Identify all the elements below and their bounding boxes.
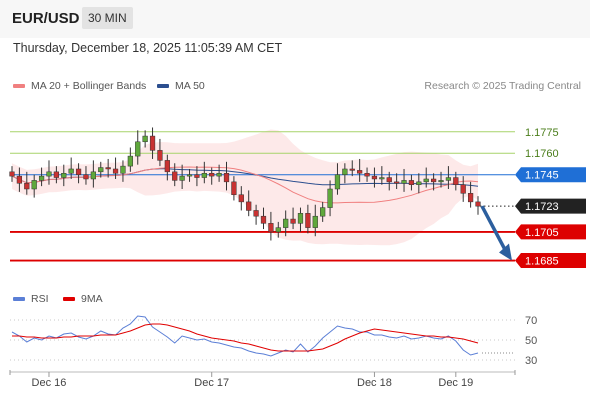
- x-tick-label: Dec 17: [194, 377, 229, 389]
- level-label-1.1723: 1.1723: [525, 201, 559, 213]
- candle-body: [106, 168, 111, 169]
- candle-body: [84, 175, 89, 179]
- candle-body: [335, 175, 340, 189]
- forecast-arrow-head: [499, 244, 512, 261]
- candle-body: [121, 166, 126, 173]
- candle-body: [416, 182, 421, 185]
- rsi-tick-70: 70: [525, 315, 537, 327]
- x-tick-label: Dec 16: [32, 377, 67, 389]
- candle-body: [291, 219, 296, 223]
- level-label-1.1745: 1.1745: [525, 170, 559, 182]
- candle-body: [54, 172, 59, 178]
- candle-body: [446, 178, 451, 181]
- candle-body: [328, 189, 333, 208]
- candle-body: [350, 169, 355, 170]
- candle-body: [246, 202, 251, 211]
- candle-body: [202, 173, 207, 177]
- candle-body: [261, 216, 266, 223]
- level-label-1.1705: 1.1705: [525, 227, 559, 239]
- x-tick-label: Dec 19: [438, 377, 473, 389]
- candle-body: [402, 180, 407, 183]
- candle-body: [283, 219, 288, 228]
- candle-body: [453, 178, 458, 185]
- candle-body: [394, 182, 399, 183]
- candle-body: [298, 213, 303, 223]
- candle-body: [187, 175, 192, 176]
- candle-body: [372, 176, 377, 179]
- candle-body: [47, 172, 52, 176]
- candle-body: [461, 185, 466, 194]
- candle-body: [32, 180, 37, 189]
- level-label-1.1685: 1.1685: [525, 256, 559, 268]
- candle-body: [17, 176, 22, 183]
- candle-body: [306, 213, 311, 227]
- bollinger-band: [12, 130, 478, 246]
- candle-body: [24, 183, 29, 189]
- candle-body: [313, 216, 318, 227]
- candle-body: [180, 176, 185, 180]
- candle-body: [165, 160, 170, 171]
- candle-body: [150, 136, 155, 150]
- candle-body: [232, 182, 237, 195]
- candle-body: [409, 180, 414, 184]
- candle-body: [254, 210, 259, 216]
- forecast-arrow-shaft: [482, 206, 506, 251]
- candle-body: [128, 156, 133, 166]
- rsi-tick-50: 50: [525, 335, 537, 347]
- candle-body: [357, 170, 362, 173]
- candle-body: [69, 169, 74, 173]
- rsi-tick-30: 30: [525, 355, 537, 367]
- candle-body: [61, 173, 66, 177]
- candle-body: [387, 178, 392, 182]
- candle-body: [468, 193, 473, 202]
- candle-body: [39, 176, 44, 180]
- candle-body: [76, 169, 81, 175]
- candle-body: [224, 173, 229, 182]
- candle-body: [91, 172, 96, 179]
- candle-body: [439, 180, 444, 181]
- level-label-1.1775: 1.1775: [525, 127, 559, 139]
- candle-body: [276, 228, 281, 232]
- candle-body: [365, 173, 370, 176]
- candle-body: [379, 178, 384, 179]
- candle-body: [113, 169, 118, 173]
- candle-body: [158, 150, 163, 160]
- candle-body: [135, 142, 140, 156]
- candle-body: [143, 136, 148, 142]
- candle-body: [195, 175, 200, 178]
- candle-body: [424, 179, 429, 182]
- candle-body: [476, 202, 481, 206]
- candle-body: [269, 223, 274, 232]
- candle-body: [320, 208, 325, 217]
- candle-body: [10, 172, 15, 176]
- level-label-1.1760: 1.1760: [525, 148, 559, 160]
- candle-body: [217, 173, 222, 176]
- candle-body: [431, 179, 436, 182]
- candle-body: [342, 169, 347, 175]
- x-tick-label: Dec 18: [357, 377, 392, 389]
- candle-body: [172, 172, 177, 181]
- candle-body: [239, 195, 244, 202]
- candle-body: [98, 168, 103, 172]
- candle-body: [209, 173, 214, 176]
